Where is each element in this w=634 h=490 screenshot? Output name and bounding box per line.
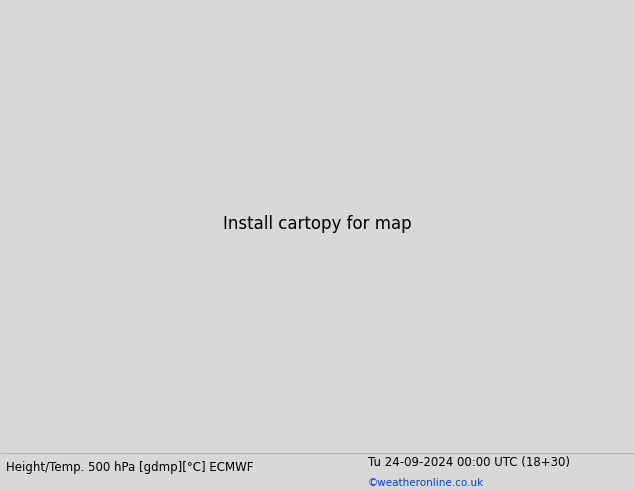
Text: Tu 24-09-2024 00:00 UTC (18+30): Tu 24-09-2024 00:00 UTC (18+30) [368, 456, 570, 469]
Text: Height/Temp. 500 hPa [gdmp][°C] ECMWF: Height/Temp. 500 hPa [gdmp][°C] ECMWF [6, 461, 254, 474]
Text: ©weatheronline.co.uk: ©weatheronline.co.uk [368, 477, 484, 488]
Text: Install cartopy for map: Install cartopy for map [223, 215, 411, 233]
